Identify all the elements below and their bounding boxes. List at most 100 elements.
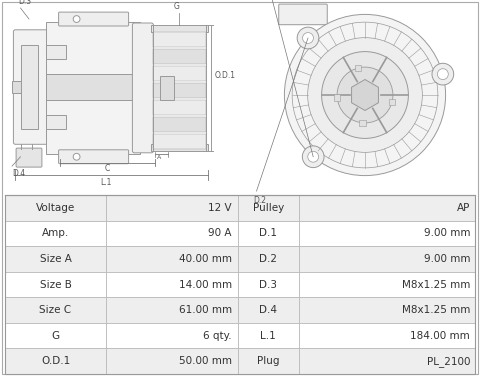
Text: 14.00 mm: 14.00 mm — [179, 279, 232, 290]
Bar — [5, 349, 475, 374]
Circle shape — [297, 27, 319, 49]
Bar — [46, 74, 140, 100]
Text: L.1: L.1 — [100, 178, 111, 187]
Circle shape — [73, 16, 80, 23]
Bar — [5, 272, 475, 297]
Bar — [106, 323, 238, 349]
Text: M8x1.25 mm: M8x1.25 mm — [402, 279, 470, 290]
FancyBboxPatch shape — [132, 23, 154, 153]
Bar — [299, 221, 475, 246]
Bar — [238, 246, 299, 272]
Bar — [160, 76, 173, 100]
Text: D.1: D.1 — [259, 228, 277, 238]
Bar — [355, 65, 361, 71]
Circle shape — [308, 151, 319, 162]
Circle shape — [357, 87, 373, 103]
Text: 184.00 mm: 184.00 mm — [410, 331, 470, 341]
Bar — [299, 195, 475, 221]
Bar — [299, 297, 475, 323]
Bar — [5, 272, 106, 297]
Bar — [5, 195, 106, 221]
Bar — [238, 221, 299, 246]
Text: D.2: D.2 — [253, 196, 266, 205]
FancyBboxPatch shape — [59, 12, 129, 26]
Text: O.D.1: O.D.1 — [214, 71, 235, 80]
FancyBboxPatch shape — [59, 150, 129, 164]
Text: 61.00 mm: 61.00 mm — [179, 305, 232, 315]
Bar — [106, 272, 238, 297]
Bar — [153, 100, 206, 115]
Bar — [5, 221, 475, 246]
Bar — [151, 25, 207, 32]
FancyBboxPatch shape — [279, 4, 327, 25]
Circle shape — [284, 14, 445, 176]
Text: Plug: Plug — [257, 356, 279, 366]
Text: G: G — [174, 2, 180, 11]
Bar — [106, 221, 238, 246]
Bar — [151, 144, 207, 151]
Circle shape — [432, 63, 454, 85]
Text: G: G — [51, 331, 60, 341]
Text: 6 qty.: 6 qty. — [203, 331, 232, 341]
Bar — [5, 246, 475, 272]
Text: AP: AP — [456, 203, 470, 213]
Bar — [106, 297, 238, 323]
Bar — [238, 272, 299, 297]
Text: 90 A: 90 A — [208, 228, 232, 238]
Text: Size C: Size C — [39, 305, 72, 315]
Circle shape — [302, 33, 313, 44]
Bar — [153, 49, 206, 64]
Text: 40.00 mm: 40.00 mm — [179, 254, 232, 264]
Text: Size A: Size A — [39, 254, 72, 264]
Bar — [238, 349, 299, 374]
Text: PL_2100: PL_2100 — [427, 356, 470, 367]
Text: D.3: D.3 — [259, 279, 277, 290]
Bar — [5, 221, 106, 246]
Text: M8x1.25 mm: M8x1.25 mm — [402, 305, 470, 315]
Bar — [299, 246, 475, 272]
Bar — [334, 94, 340, 100]
Bar — [360, 120, 366, 126]
Bar — [5, 323, 106, 349]
Text: 12 V: 12 V — [208, 203, 232, 213]
Bar — [153, 83, 206, 98]
Bar — [46, 45, 66, 59]
Circle shape — [337, 67, 393, 123]
Text: 50.00 mm: 50.00 mm — [179, 356, 232, 366]
Text: C: C — [105, 164, 110, 173]
Bar — [299, 272, 475, 297]
Bar — [5, 297, 475, 323]
Bar — [5, 195, 475, 221]
Text: A: A — [156, 155, 161, 160]
Bar — [5, 246, 106, 272]
Text: 9.00 mm: 9.00 mm — [423, 254, 470, 264]
Bar — [238, 323, 299, 349]
Bar — [153, 117, 206, 132]
Bar — [5, 195, 475, 374]
Text: Amp.: Amp. — [42, 228, 69, 238]
Text: D.4: D.4 — [259, 305, 277, 315]
Bar — [299, 323, 475, 349]
Bar — [106, 195, 238, 221]
Text: D.3: D.3 — [18, 0, 31, 6]
Text: Voltage: Voltage — [36, 203, 75, 213]
Circle shape — [322, 52, 408, 138]
FancyBboxPatch shape — [13, 30, 48, 144]
Circle shape — [73, 153, 80, 160]
Bar — [5, 323, 475, 349]
Bar — [46, 115, 66, 129]
Text: Size B: Size B — [39, 279, 72, 290]
Bar — [299, 349, 475, 374]
Bar — [21, 45, 37, 129]
Text: 9.00 mm: 9.00 mm — [423, 228, 470, 238]
Polygon shape — [351, 79, 378, 111]
Bar — [106, 349, 238, 374]
Bar — [238, 195, 299, 221]
Text: D.4: D.4 — [12, 170, 25, 179]
Circle shape — [437, 69, 448, 80]
Text: D.2: D.2 — [259, 254, 277, 264]
Bar — [5, 349, 106, 374]
Circle shape — [308, 38, 422, 152]
Circle shape — [302, 146, 324, 168]
Bar — [238, 297, 299, 323]
